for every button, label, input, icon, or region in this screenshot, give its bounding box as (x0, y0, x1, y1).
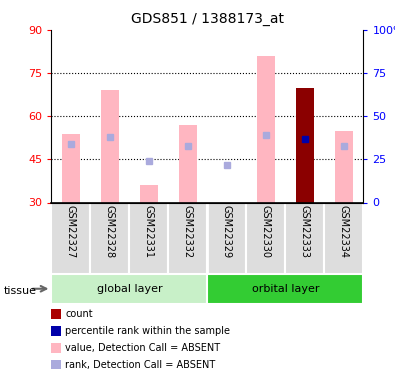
Text: GSM22333: GSM22333 (300, 205, 310, 258)
Bar (335, 130, 353, 203)
Bar (207, 274, 363, 304)
Text: GSM22330: GSM22330 (261, 205, 271, 258)
Text: GSM22328: GSM22328 (105, 205, 115, 258)
Text: count: count (65, 309, 93, 319)
Text: GSM22329: GSM22329 (222, 205, 232, 258)
Bar (130, 202, 168, 274)
Bar (179, 125, 197, 202)
Text: GSM22327: GSM22327 (66, 205, 76, 258)
Bar (62, 134, 80, 202)
Bar (90, 202, 130, 274)
Text: percentile rank within the sample: percentile rank within the sample (65, 326, 230, 336)
Title: GDS851 / 1388173_at: GDS851 / 1388173_at (131, 12, 284, 26)
Bar (140, 185, 158, 202)
Bar (51, 202, 90, 274)
Bar (257, 56, 275, 202)
Text: global layer: global layer (96, 284, 162, 294)
Text: GSM22331: GSM22331 (144, 205, 154, 258)
Text: GSM22332: GSM22332 (183, 205, 193, 258)
Text: orbital layer: orbital layer (252, 284, 319, 294)
Bar (296, 87, 314, 202)
Bar (207, 202, 246, 274)
Bar (286, 202, 324, 274)
Text: rank, Detection Call = ABSENT: rank, Detection Call = ABSENT (65, 360, 215, 370)
Text: GSM22334: GSM22334 (339, 205, 349, 258)
Text: tissue: tissue (4, 286, 37, 296)
Bar (168, 202, 207, 274)
Bar (246, 202, 286, 274)
Bar (101, 90, 118, 202)
Bar (51, 274, 207, 304)
Bar (324, 202, 363, 274)
Text: value, Detection Call = ABSENT: value, Detection Call = ABSENT (65, 343, 220, 353)
